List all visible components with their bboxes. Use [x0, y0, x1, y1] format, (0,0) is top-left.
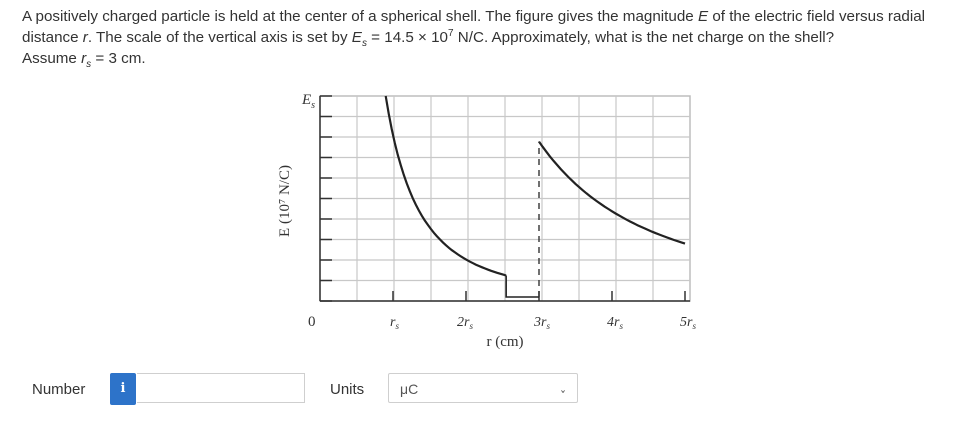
number-input[interactable] — [137, 373, 305, 403]
question-part-1: A positively charged particle is held at… — [22, 8, 698, 25]
x-tick-label-3rs: 3rs — [533, 315, 550, 331]
var-rs-sub: s — [86, 59, 92, 71]
var-e: E — [697, 8, 709, 25]
question-part-7: = 3 cm. — [91, 50, 146, 67]
units-select[interactable]: μC ⌄ — [388, 373, 578, 403]
var-es: E — [351, 29, 362, 46]
y-tick-marks — [320, 95, 332, 302]
question-part-3: . The scale of the vertical axis is set … — [87, 29, 352, 46]
x-tick-label-4rs: 4rs — [607, 315, 623, 331]
x-tick-label-0: 0 — [308, 314, 316, 330]
var-r: r — [82, 29, 88, 46]
question-part-2: of the electric field versus radial dist… — [22, 8, 926, 46]
question-text: A positively charged particle is held at… — [22, 6, 952, 71]
y-axis-label: E (10⁷ N/C) — [277, 165, 293, 237]
field-graph: Es E (10⁷ N/C) 0 rs 2rs 3rs 4rs 5rs r (c… — [270, 86, 710, 356]
var-rs: r — [81, 50, 87, 67]
question-part-5: N/C. Approximately, what is the net char… — [453, 29, 835, 46]
question-part-6: Assume — [22, 50, 82, 67]
question-part-4: = 14.5 × 10 — [366, 29, 449, 46]
x-axis-label: r (cm) — [486, 334, 523, 350]
info-icon[interactable]: i — [110, 373, 136, 405]
answer-row: Number i Units μC ⌄ — [0, 373, 964, 407]
field-drop-line — [505, 275, 539, 298]
x-tick-label-2rs: 2rs — [457, 315, 473, 331]
graph-svg: Es E (10⁷ N/C) 0 rs 2rs 3rs 4rs 5rs r (c… — [277, 92, 696, 350]
inner-field-curve — [384, 95, 507, 277]
var-es-sub: s — [361, 38, 367, 50]
exponent: 7 — [448, 27, 454, 39]
units-label: Units — [330, 381, 365, 398]
units-selected-value: μC — [400, 381, 419, 397]
outer-field-curve — [538, 140, 686, 245]
chevron-down-icon: ⌄ — [559, 382, 567, 396]
number-label: Number — [32, 381, 86, 398]
grid-lines — [320, 96, 690, 301]
y-top-label: Es — [301, 92, 315, 111]
x-tick-label-5rs: 5rs — [680, 315, 696, 331]
x-tick-label-rs: rs — [390, 315, 399, 331]
